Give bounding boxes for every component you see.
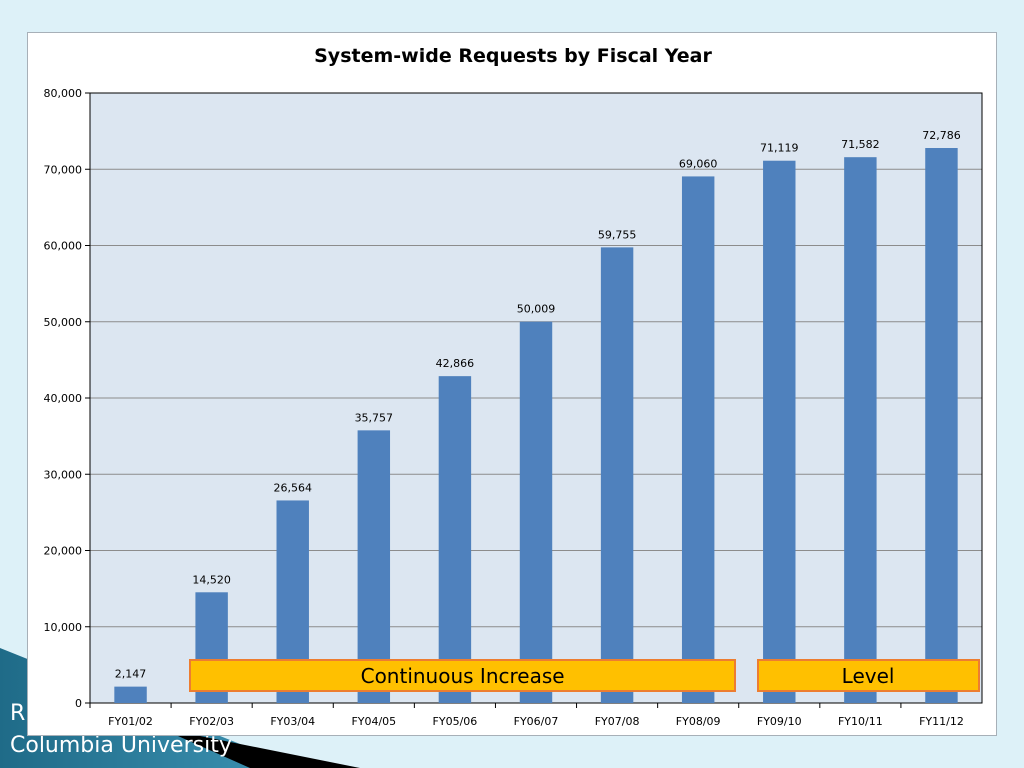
y-tick-label: 0 xyxy=(75,697,82,710)
data-label: 14,520 xyxy=(192,573,231,586)
bar xyxy=(681,176,715,704)
data-label: 72,786 xyxy=(922,129,961,142)
x-tick-label: FY11/12 xyxy=(919,715,964,728)
bar xyxy=(114,686,147,703)
bar xyxy=(600,247,634,704)
x-tick-label: FY02/03 xyxy=(189,715,234,728)
phase-annotation-1: Continuous Increase xyxy=(188,659,737,692)
y-tick-label: 70,000 xyxy=(44,163,83,176)
bar xyxy=(438,376,472,703)
bar xyxy=(844,157,877,703)
phase-annotation-2: Level xyxy=(756,659,980,692)
chart-title: System-wide Requests by Fiscal Year xyxy=(314,45,712,67)
y-tick-label: 60,000 xyxy=(44,240,83,253)
bar xyxy=(925,148,958,704)
data-label: 2,147 xyxy=(115,668,147,681)
x-tick-label: FY04/05 xyxy=(351,715,396,728)
phase-label: Continuous Increase xyxy=(360,663,565,688)
data-label: 71,582 xyxy=(841,138,880,151)
x-tick-label: FY01/02 xyxy=(108,715,153,728)
data-label: 59,755 xyxy=(598,228,637,241)
x-tick-label: FY09/10 xyxy=(757,715,802,728)
y-tick-label: 50,000 xyxy=(44,316,83,329)
data-label: 69,060 xyxy=(679,157,718,170)
footer-institution: Columbia University xyxy=(10,733,232,758)
x-tick-label: FY07/08 xyxy=(595,715,640,728)
y-tick-label: 30,000 xyxy=(44,468,83,481)
y-tick-label: 40,000 xyxy=(44,392,83,405)
y-tick-label: 10,000 xyxy=(44,621,83,634)
data-label: 42,866 xyxy=(436,357,475,370)
data-label: 71,119 xyxy=(760,142,799,155)
x-tick-label: FY06/07 xyxy=(514,715,559,728)
footer-line-1: R xyxy=(10,701,26,726)
bar-chart: 0 10,000 20,000 30,000 40,000 50,000 60,000 70,… xyxy=(44,87,983,728)
chart-panel: System-wide Requests by Fiscal Year 0 10,… xyxy=(27,32,997,736)
data-label: 35,757 xyxy=(355,411,394,424)
x-tick-label: FY05/06 xyxy=(433,715,478,728)
x-tick-label: FY03/04 xyxy=(270,715,315,728)
data-label: 50,009 xyxy=(517,303,556,316)
bar xyxy=(519,321,553,703)
bar xyxy=(763,160,796,703)
y-tick-label: 20,000 xyxy=(44,545,83,558)
bar xyxy=(357,430,391,703)
phase-label: Level xyxy=(841,663,895,688)
x-tick-label: FY10/11 xyxy=(838,715,883,728)
data-label: 26,564 xyxy=(273,481,312,494)
y-tick-label: 80,000 xyxy=(44,87,83,100)
x-tick-label: FY08/09 xyxy=(676,715,721,728)
